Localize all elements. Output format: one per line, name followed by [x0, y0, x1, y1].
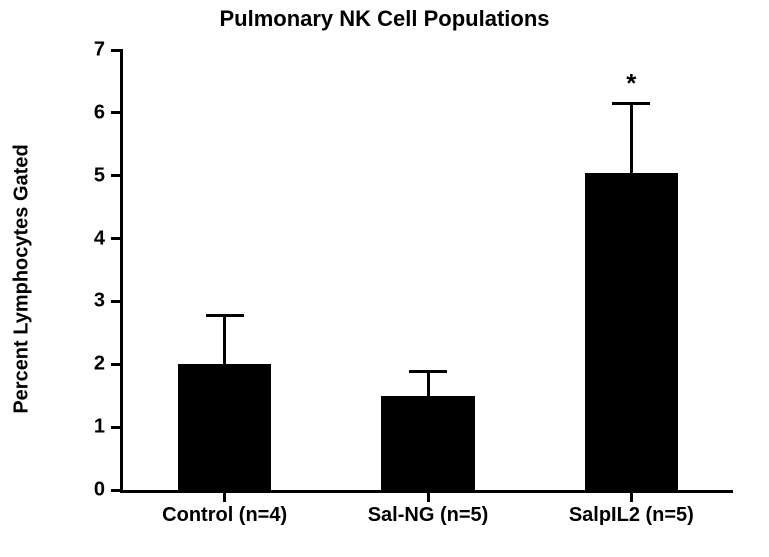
bar [178, 364, 272, 490]
y-tick-label: 4 [94, 227, 123, 250]
error-cap [206, 314, 244, 317]
y-tick-label: 5 [94, 164, 123, 187]
y-tick-label: 6 [94, 101, 123, 124]
error-bar [630, 103, 633, 172]
error-bar [427, 372, 430, 396]
error-cap [409, 370, 447, 373]
y-axis-label: Percent Lymphocytes Gated [11, 144, 34, 413]
x-tick-label: SalpIL2 (n=5) [569, 490, 694, 527]
significance-marker: * [626, 68, 636, 99]
chart-title: Pulmonary NK Cell Populations [0, 6, 769, 32]
error-cap [612, 102, 650, 105]
y-tick-label: 3 [94, 290, 123, 313]
error-bar [223, 315, 226, 364]
x-tick-label: Sal-NG (n=5) [368, 490, 489, 527]
y-tick-label: 7 [94, 39, 123, 62]
plot-area: 01234567Control (n=4)Sal-NG (n=5)SalpIL2… [120, 50, 733, 493]
y-tick-label: 2 [94, 353, 123, 376]
bar [381, 396, 475, 490]
bar [585, 173, 679, 490]
y-tick-label: 1 [94, 416, 123, 439]
chart-container: Pulmonary NK Cell Populations Percent Ly… [0, 0, 769, 557]
x-tick-label: Control (n=4) [162, 490, 287, 527]
y-tick-label: 0 [94, 479, 123, 502]
